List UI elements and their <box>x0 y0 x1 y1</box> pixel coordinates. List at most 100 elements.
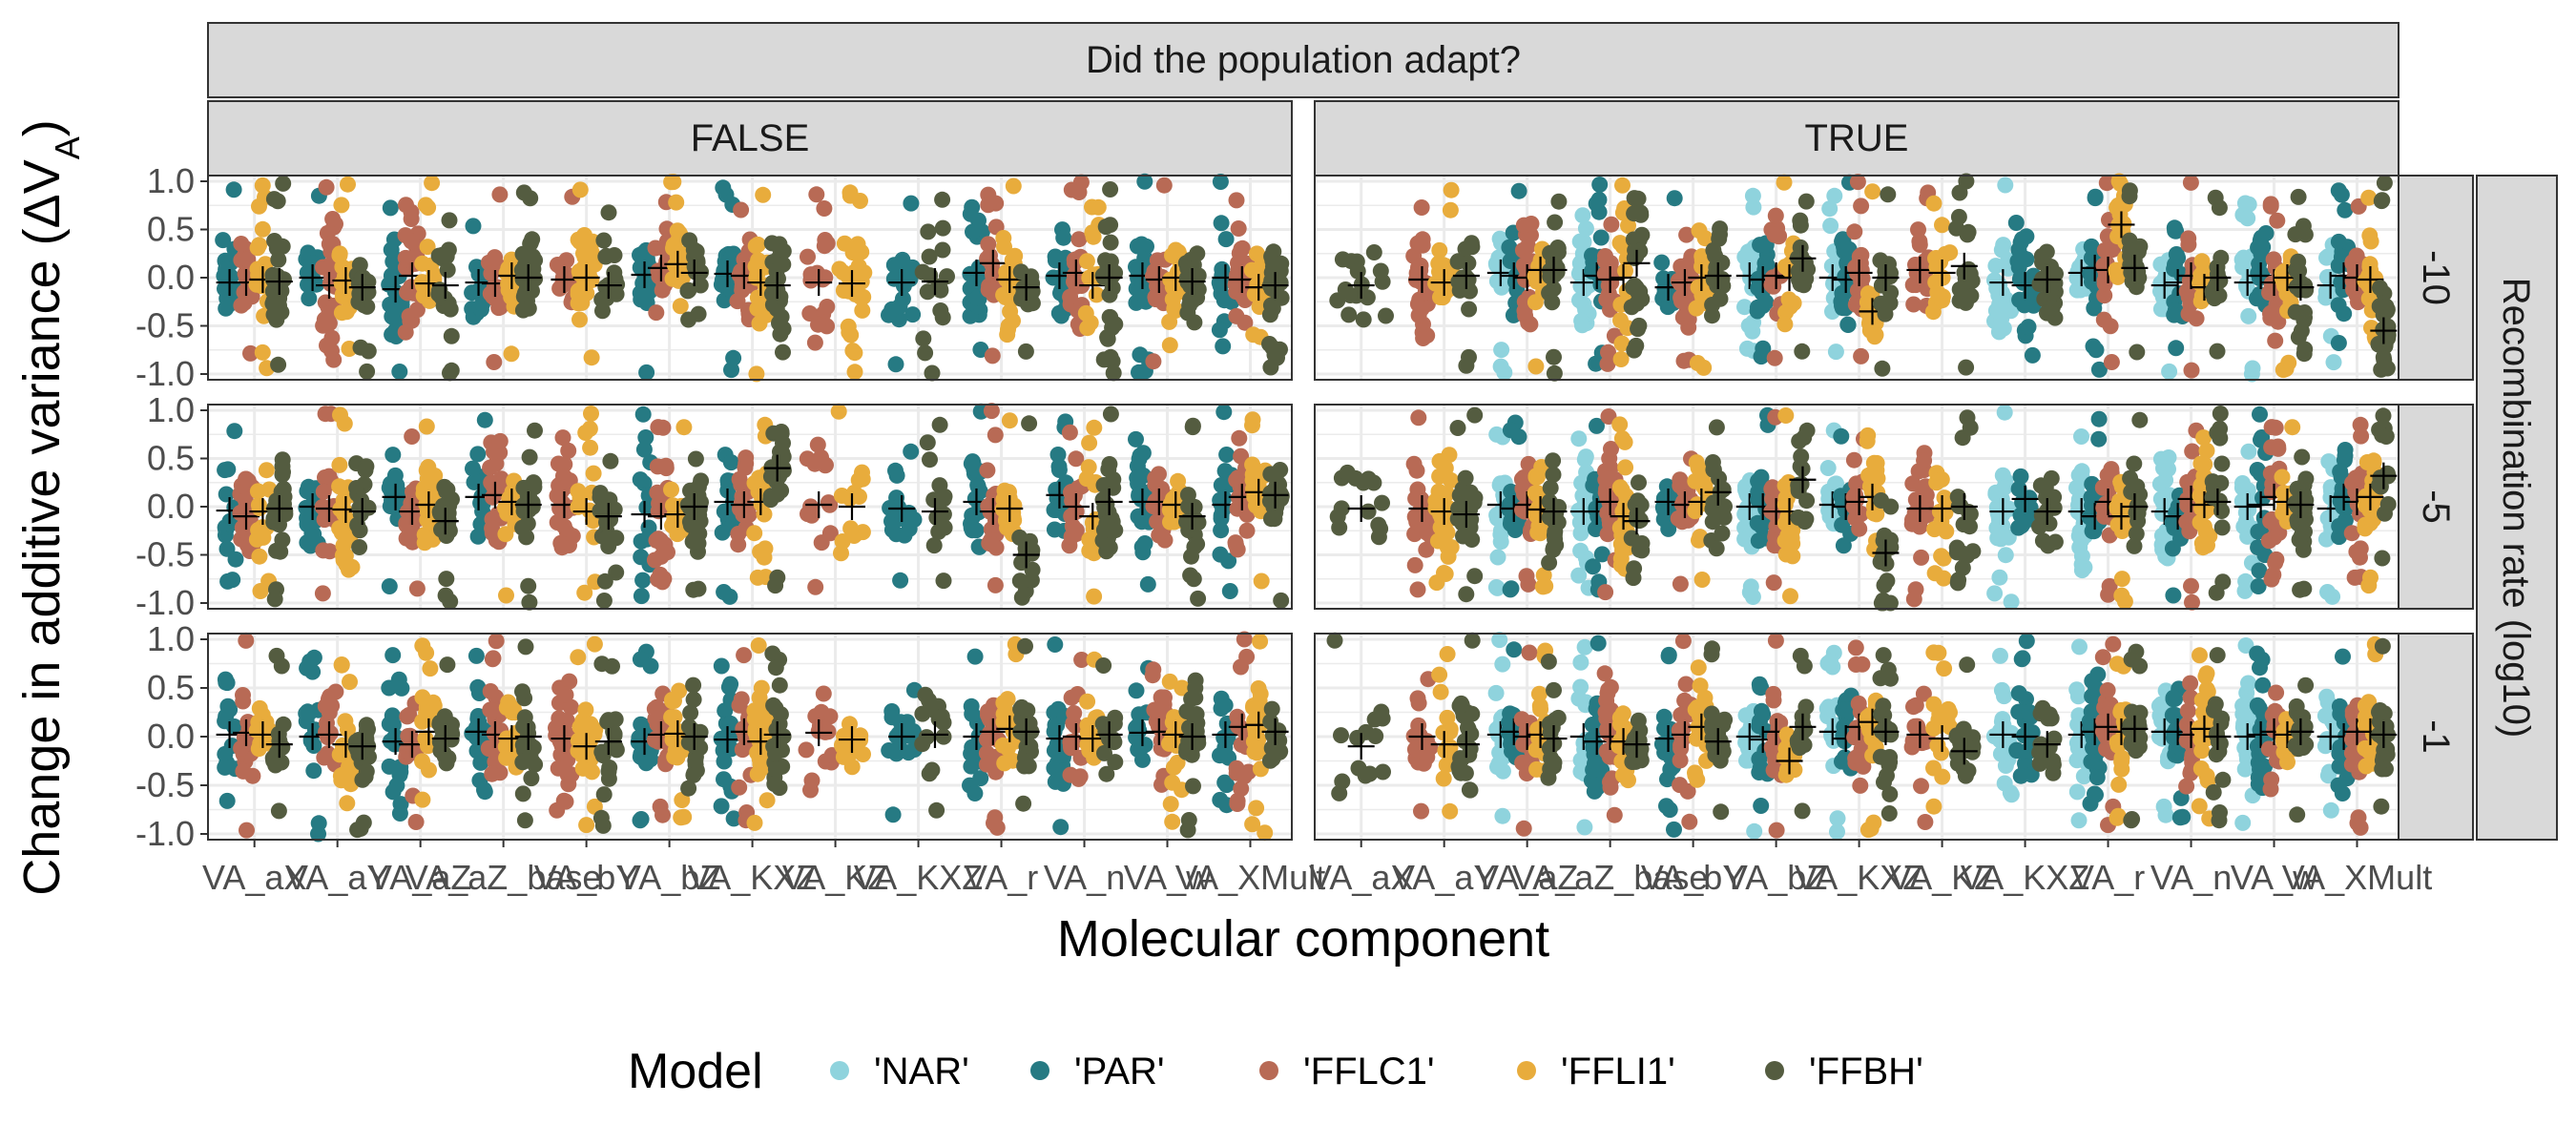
data-point <box>1948 544 1965 561</box>
data-point <box>967 522 985 539</box>
data-point <box>2376 175 2393 192</box>
data-point <box>1501 239 1518 256</box>
data-point <box>641 282 658 300</box>
data-point <box>303 529 321 546</box>
data-point <box>800 248 816 265</box>
data-point <box>498 587 514 604</box>
data-point <box>497 499 513 516</box>
data-point <box>1228 273 1245 290</box>
data-point <box>1086 419 1103 436</box>
data-point <box>1822 218 1839 235</box>
data-point <box>254 220 271 238</box>
data-point <box>606 264 623 281</box>
data-point <box>218 540 236 557</box>
data-point <box>1666 190 1683 207</box>
data-point <box>1215 338 1232 355</box>
data-point <box>440 505 457 522</box>
data-point <box>1545 452 1562 469</box>
data-point <box>469 446 487 463</box>
data-point <box>1049 447 1067 463</box>
row-strip-neg5-box <box>2398 404 2474 610</box>
data-point <box>1797 270 1815 287</box>
data-point <box>2128 268 2145 285</box>
data-point <box>1793 448 1810 465</box>
data-point <box>968 289 986 306</box>
data-point <box>339 795 356 812</box>
data-point <box>996 755 1013 772</box>
data-point <box>833 488 850 504</box>
data-point <box>1744 187 1761 204</box>
data-point <box>264 266 281 283</box>
data-point <box>650 419 667 436</box>
column-strip-false-box <box>207 100 1293 177</box>
data-point <box>219 572 237 590</box>
data-point <box>1070 231 1088 248</box>
data-point <box>980 197 997 214</box>
data-point <box>746 525 763 542</box>
panel-false-row-0 <box>207 173 1293 383</box>
data-point <box>583 406 599 422</box>
data-point <box>2269 212 2286 229</box>
data-point <box>854 470 871 488</box>
data-point <box>438 483 455 500</box>
data-point <box>1672 575 1689 593</box>
data-point <box>1017 343 1034 360</box>
data-point <box>2020 319 2037 336</box>
data-point <box>1614 177 1631 194</box>
data-point <box>273 657 290 675</box>
data-point <box>819 299 836 315</box>
data-point <box>1221 583 1238 599</box>
data-point <box>382 199 399 217</box>
data-point <box>438 571 455 588</box>
data-point <box>807 708 824 725</box>
data-point <box>1273 592 1290 609</box>
data-point <box>1228 192 1245 209</box>
data-point <box>521 593 538 611</box>
data-point <box>225 181 242 198</box>
data-point <box>1147 469 1164 487</box>
data-point <box>443 327 460 344</box>
data-point <box>388 777 405 794</box>
data-point <box>2188 310 2205 327</box>
data-point <box>524 231 541 248</box>
data-point <box>682 482 698 499</box>
data-point <box>437 587 454 604</box>
data-point <box>2267 332 2284 349</box>
data-point <box>672 298 689 315</box>
data-point <box>934 219 951 237</box>
data-point <box>434 246 451 263</box>
data-point <box>1861 315 1879 332</box>
data-point <box>1238 522 1256 539</box>
data-point <box>668 194 685 211</box>
data-point <box>1216 697 1234 714</box>
data-point <box>1934 217 1950 234</box>
data-point <box>518 529 535 546</box>
data-point <box>1021 415 1038 432</box>
data-point <box>1876 576 1893 593</box>
data-point <box>381 679 398 697</box>
data-point <box>333 656 350 673</box>
data-point <box>979 462 996 479</box>
data-point <box>1145 353 1162 370</box>
data-point <box>928 802 945 819</box>
data-point <box>932 281 949 299</box>
data-point <box>1050 304 1068 322</box>
data-point <box>404 428 421 445</box>
data-point <box>1628 337 1645 354</box>
data-point <box>764 645 781 662</box>
data-point <box>315 483 332 500</box>
data-point <box>1461 301 1478 318</box>
data-point <box>403 233 420 250</box>
data-point <box>921 248 938 265</box>
data-point <box>1777 407 1795 424</box>
data-point <box>1001 412 1018 429</box>
data-point <box>314 585 331 602</box>
data-point <box>1542 244 1559 261</box>
data-point <box>606 501 623 518</box>
data-point <box>1853 347 1870 364</box>
data-point <box>917 344 934 362</box>
data-point <box>600 204 617 221</box>
data-point <box>1502 515 1519 532</box>
data-point <box>1102 309 1119 325</box>
data-point <box>235 693 252 710</box>
